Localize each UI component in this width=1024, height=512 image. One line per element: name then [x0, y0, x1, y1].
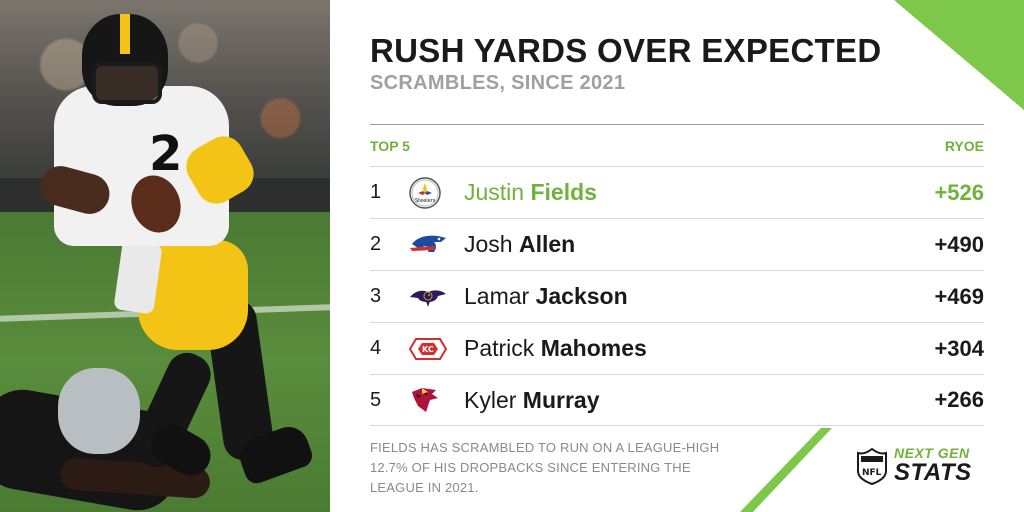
chiefs-logo-icon: KC: [408, 332, 464, 366]
header-divider: [370, 124, 984, 125]
player-name: Kyler Murray: [464, 387, 600, 414]
player-first-name: Josh: [464, 231, 513, 257]
rank-number: 3: [370, 285, 382, 307]
player-last-name: Murray: [522, 386, 600, 413]
table-row: 5 Kyler Murray +266: [370, 374, 984, 426]
player-last-name: Fields: [530, 179, 597, 205]
ravens-logo-icon: [408, 280, 464, 314]
player-name: Lamar Jackson: [464, 283, 628, 310]
player-name: Patrick Mahomes: [464, 335, 647, 362]
player-name: Josh Allen: [464, 231, 575, 258]
ryoe-value: +304: [934, 335, 984, 361]
hero-photo: 2: [0, 0, 330, 512]
table-row: 2 Josh Allen +490: [370, 218, 984, 270]
svg-text:NFL: NFL: [862, 468, 882, 478]
defender-helmet: [58, 368, 140, 454]
table-row: 4 KC Patrick Mahomes +304: [370, 322, 984, 374]
rank-number: 2: [370, 233, 382, 255]
ryoe-value: +526: [934, 179, 984, 205]
player-first-name: Justin: [464, 179, 525, 205]
page-subtitle: SCRAMBLES, SINCE 2021: [370, 72, 626, 94]
nfl-shield-icon: NFL: [857, 447, 887, 485]
page-title: RUSH YARDS OVER EXPECTED: [370, 32, 882, 69]
ryoe-value: +266: [934, 387, 984, 412]
footnote-text: FIELDS HAS SCRAMBLED TO RUN ON A LEAGUE-…: [370, 440, 720, 495]
bottom-accent-stripe: [740, 428, 832, 512]
rank-number: 5: [370, 388, 382, 411]
table-row: 1 Steelers Justin Fields +526: [370, 166, 984, 218]
svg-text:Steelers: Steelers: [415, 198, 436, 204]
player-last-name: Allen: [518, 231, 576, 257]
rank-number: 4: [370, 337, 382, 359]
corner-accent-stripe: [894, 0, 1024, 110]
next-gen-stats-logo: NFL NEXT GEN STATS: [856, 446, 972, 485]
player-last-name: Jackson: [535, 283, 628, 309]
player-name: Justin Fields: [464, 179, 597, 206]
cardinals-logo-icon: [408, 383, 464, 417]
leaderboard-table: 1 Steelers Justin Fields +526 2: [370, 166, 984, 426]
player-helmet: [82, 14, 168, 106]
player-first-name: Lamar: [464, 283, 530, 309]
helmet-facemask: [92, 62, 162, 104]
ryoe-value: +490: [934, 231, 984, 257]
ryoe-value: +469: [934, 283, 984, 309]
bills-logo-icon: [408, 228, 464, 262]
table-header-ryoe: RYOE: [944, 138, 984, 154]
svg-text:KC: KC: [422, 345, 434, 354]
brand-stats: STATS: [894, 459, 972, 486]
jersey-number: 2: [149, 126, 183, 182]
helmet-stripe: [120, 14, 130, 54]
rank-number: 1: [370, 181, 382, 203]
steelers-logo-icon: Steelers: [408, 176, 464, 210]
player-last-name: Mahomes: [540, 335, 647, 361]
player-first-name: Patrick: [464, 335, 535, 361]
brand-next-gen: NEXT GEN: [894, 445, 970, 461]
table-row: 3 Lamar Jackson +469: [370, 270, 984, 322]
table-header-top5: TOP 5: [370, 138, 410, 154]
player-first-name: Kyler: [464, 386, 517, 413]
